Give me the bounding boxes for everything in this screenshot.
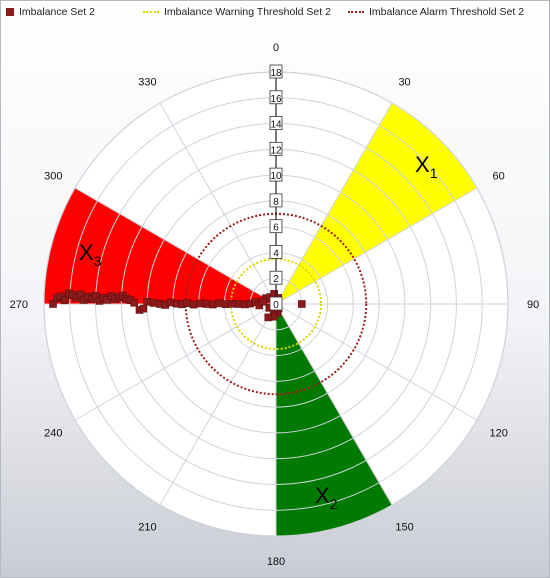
angular-tick-label: 270 [10, 299, 28, 311]
data-point [270, 290, 279, 298]
radial-tick-box [269, 245, 283, 259]
data-point [297, 300, 306, 308]
sector-x2 [276, 307, 392, 536]
angular-tick-label: 240 [44, 428, 62, 440]
radial-tick-label: 4 [273, 248, 279, 259]
data-point [228, 299, 236, 308]
radial-tick-box [269, 296, 283, 311]
data-point [196, 299, 204, 308]
radial-tick-box [269, 116, 283, 130]
sector-label-x2: X2 [315, 483, 338, 512]
data-point [209, 300, 217, 309]
radial-tick-box [269, 193, 283, 208]
radial-tick-box [269, 219, 283, 234]
angular-tick-label: 90 [527, 299, 539, 311]
radial-tick-label: 6 [273, 223, 279, 234]
angular-tick-label: 330 [138, 76, 156, 88]
sector-x1 [277, 103, 477, 303]
data-point [166, 298, 175, 307]
radial-tick-box [269, 141, 283, 156]
data-point [264, 313, 273, 322]
legend-label-imbalance: Imbalance Set 2 [19, 6, 95, 18]
angular-tick-label: 210 [138, 522, 156, 534]
radial-tick-box [269, 167, 283, 182]
sector-x3 [44, 188, 273, 304]
data-point [49, 300, 57, 308]
legend-swatch-imbalance [6, 8, 14, 16]
grid-spoke [275, 187, 478, 305]
angular-tick-label: 120 [490, 428, 508, 440]
angular-tick-label: 0 [273, 42, 279, 54]
legend-swatch-alarm [348, 11, 364, 13]
legend-swatch-warning [143, 11, 159, 13]
radial-tick-label: 2 [273, 274, 279, 285]
legend-label-warning: Imbalance Warning Threshold Set 2 [164, 6, 331, 18]
grid-spoke [74, 303, 277, 421]
data-point [234, 300, 243, 308]
angular-tick-label: 60 [493, 170, 505, 182]
data-point [202, 300, 211, 308]
data-point [103, 296, 112, 304]
data-point [183, 299, 191, 308]
grid-spoke [74, 187, 277, 305]
angular-tick-label: 30 [398, 76, 410, 88]
data-point [139, 304, 148, 313]
radial-tick-label: 18 [270, 68, 282, 79]
grid-spoke [159, 102, 277, 305]
grid-spoke [275, 102, 393, 305]
legend-item-alarm[interactable]: Imbalance Alarm Threshold Set 2 [348, 6, 524, 18]
grid-spoke [159, 303, 277, 506]
radial-tick-box [269, 90, 283, 105]
data-point [189, 300, 198, 309]
data-point [259, 297, 268, 306]
radial-tick-label: 8 [273, 197, 279, 208]
radial-tick-label: 12 [270, 145, 282, 156]
data-point [215, 299, 224, 308]
radial-tick-label: 14 [270, 120, 282, 131]
sector-label-x1: X1 [415, 152, 438, 181]
radial-tick-box [269, 270, 283, 285]
legend: Imbalance Set 2 Imbalance Warning Thresh… [0, 6, 550, 22]
data-point [130, 298, 139, 307]
radial-tick-label: 0 [273, 300, 279, 311]
data-point [221, 300, 230, 308]
angular-tick-label: 150 [395, 522, 413, 534]
grid-spoke [275, 303, 393, 506]
legend-item-imbalance[interactable]: Imbalance Set 2 [6, 6, 95, 18]
sector-label-x3: X3 [79, 240, 102, 269]
data-point [149, 299, 158, 307]
legend-item-warning[interactable]: Imbalance Warning Threshold Set 2 [143, 6, 331, 18]
angular-tick-label: 180 [267, 556, 285, 568]
grid-spoke [275, 303, 478, 421]
data-point [143, 297, 151, 306]
radial-tick-label: 16 [270, 94, 282, 105]
radial-tick-box [269, 64, 283, 79]
angular-tick-label: 300 [44, 170, 62, 182]
legend-label-alarm: Imbalance Alarm Threshold Set 2 [369, 6, 525, 18]
data-point [60, 296, 69, 305]
radial-tick-label: 10 [270, 171, 282, 182]
